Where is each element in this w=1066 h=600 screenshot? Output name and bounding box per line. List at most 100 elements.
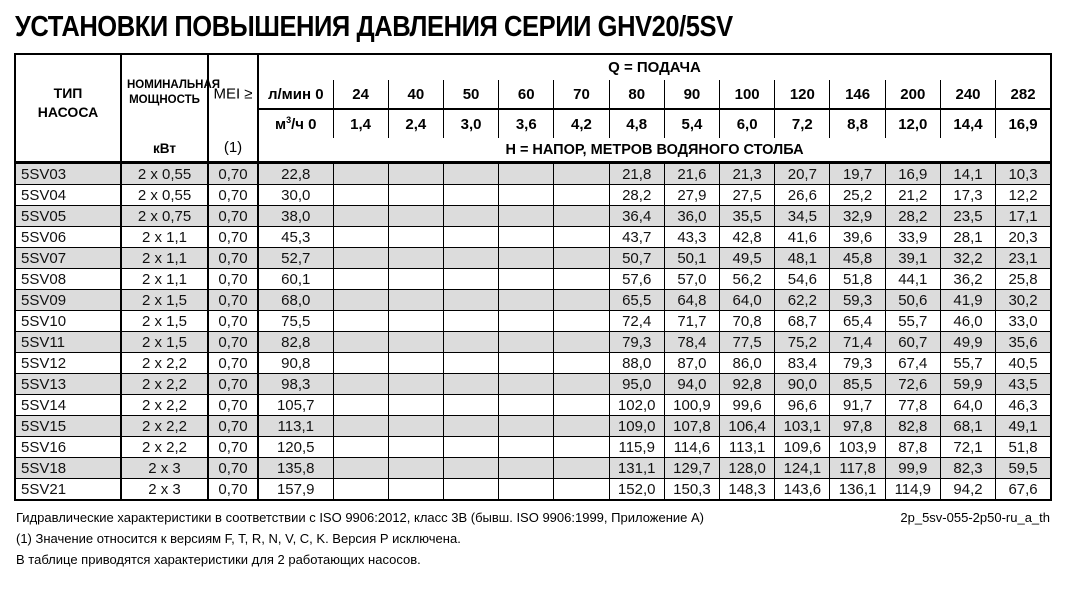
- head-value-cell: 82,8: [884, 415, 941, 437]
- head-value-cell: 28,2: [884, 205, 941, 227]
- pump-model-cell: 5SV03: [15, 162, 122, 185]
- col-header-pump-type: ТИП НАСОСА: [15, 54, 122, 164]
- flow-m3h-cell: 4,2: [553, 109, 610, 138]
- flow-m3h-cell: 3,6: [498, 109, 554, 138]
- pump-model-cell: 5SV09: [15, 289, 122, 311]
- head-value-cell: 90,0: [774, 373, 830, 395]
- pump-model-cell: 5SV10: [15, 310, 122, 332]
- head-value-cell: [553, 184, 610, 206]
- head-value-cell: 124,1: [774, 457, 830, 479]
- flow-lmin-cell: 80: [608, 80, 665, 110]
- head-value-cell: 50,7: [608, 247, 665, 269]
- flow-lmin-cell: 100: [719, 80, 775, 110]
- head-value-cell: 10,3: [995, 162, 1051, 185]
- pump-model-cell: 5SV21: [15, 478, 122, 501]
- head-value-cell: 25,8: [995, 268, 1051, 290]
- table-row: 5SV09 2 x 1,5 0,70 68,0 65,5 64,8 64,0 62,2 59,3…: [15, 289, 1051, 311]
- head-value-cell: 115,9: [608, 436, 665, 458]
- head-value-cell: [498, 373, 554, 395]
- head-value-cell: 19,7: [829, 162, 886, 185]
- head-value-cell: 157,9: [258, 478, 333, 501]
- head-value-cell: [553, 289, 610, 311]
- flow-lmin-cell: 240: [939, 80, 996, 110]
- head-value-cell: [332, 205, 389, 227]
- head-value-cell: [387, 352, 444, 374]
- head-value-cell: [553, 247, 610, 269]
- mei-cell: 0,70: [208, 205, 259, 227]
- pump-model-cell: 5SV18: [15, 457, 122, 479]
- head-value-cell: 49,9: [939, 331, 996, 353]
- head-value-cell: 72,4: [608, 310, 665, 332]
- head-value-cell: 117,8: [829, 457, 886, 479]
- head-value-cell: [332, 247, 389, 269]
- head-value-cell: [387, 184, 444, 206]
- table-header: ТИП НАСОСА НОМИНАЛЬНАЯ МОЩНОСТЬ кВт MEI …: [15, 54, 1051, 164]
- head-value-cell: 77,8: [884, 394, 941, 416]
- head-value-cell: 83,4: [774, 352, 830, 374]
- mei-cell: 0,70: [208, 415, 259, 437]
- head-value-cell: [553, 373, 610, 395]
- head-value-cell: 27,9: [663, 184, 720, 206]
- table-row: 5SV14 2 x 2,2 0,70 105,7 102,0 100,9 99,6 96,6 9…: [15, 394, 1051, 416]
- footnote-versions: (1) Значение относится к версиям F, T, R…: [16, 531, 461, 546]
- head-value-cell: 87,8: [884, 436, 941, 458]
- head-value-cell: 41,6: [774, 226, 830, 248]
- head-value-cell: 59,9: [939, 373, 996, 395]
- mei-cell: 0,70: [208, 162, 259, 185]
- head-value-cell: [553, 310, 610, 332]
- head-value-cell: 27,5: [719, 184, 775, 206]
- head-value-cell: [553, 268, 610, 290]
- head-value-cell: 55,7: [884, 310, 941, 332]
- head-value-cell: 42,8: [719, 226, 775, 248]
- table-row: 5SV06 2 x 1,1 0,70 45,3 43,7 43,3 42,8 41,6 39,6…: [15, 226, 1051, 248]
- datasheet-page: УСТАНОВКИ ПОВЫШЕНИЯ ДАВЛЕНИЯ СЕРИИ GHV20…: [0, 8, 1066, 600]
- head-value-cell: 52,7: [258, 247, 333, 269]
- head-value-cell: 82,3: [939, 457, 996, 479]
- flow-m3h-cell: 3,0: [442, 109, 499, 138]
- head-value-cell: [387, 457, 444, 479]
- table-row: 5SV05 2 x 0,75 0,70 38,0 36,4 36,0 35,5 34,5 32,…: [15, 205, 1051, 227]
- head-value-cell: 43,5: [995, 373, 1051, 395]
- head-value-cell: 57,0: [663, 268, 720, 290]
- head-value-cell: 48,1: [774, 247, 830, 269]
- head-value-cell: 109,0: [608, 415, 665, 437]
- head-value-cell: [498, 162, 554, 185]
- head-value-cell: [442, 415, 499, 437]
- head-value-cell: 75,2: [774, 331, 830, 353]
- head-value-cell: 49,1: [995, 415, 1051, 437]
- head-value-cell: 113,1: [258, 415, 333, 437]
- head-value-cell: [387, 205, 444, 227]
- head-value-cell: 36,4: [608, 205, 665, 227]
- head-value-cell: 109,6: [774, 436, 830, 458]
- mei-cell: 0,70: [208, 457, 259, 479]
- footnote-hydraulic-standard: Гидравлические характеристики в соответс…: [16, 510, 704, 525]
- head-value-cell: [332, 289, 389, 311]
- head-value-cell: [498, 415, 554, 437]
- flow-m3h-row: м3/ч 0 1,4 2,4 3,0 3,6 4,2 4,8 5,4 6,0 7,2 8,8 12,…: [15, 109, 1051, 138]
- mei-cell: 0,70: [208, 184, 259, 206]
- pump-model-cell: 5SV07: [15, 247, 122, 269]
- head-value-cell: 26,6: [774, 184, 830, 206]
- table-row: 5SV21 2 x 3 0,70 157,9 152,0 150,3 148,3 143,6 1…: [15, 478, 1051, 501]
- pump-type-label-line2: НАСОСА: [37, 103, 99, 120]
- mei-cell: 0,70: [208, 394, 259, 416]
- head-value-cell: 99,6: [719, 394, 775, 416]
- pump-model-cell: 5SV15: [15, 415, 122, 437]
- head-value-cell: 30,0: [258, 184, 333, 206]
- head-value-cell: [332, 352, 389, 374]
- power-cell: 2 x 0,75: [121, 205, 209, 227]
- head-value-cell: [387, 415, 444, 437]
- head-value-cell: 86,0: [719, 352, 775, 374]
- flow-unit-m3h: м3/ч 0: [274, 115, 317, 133]
- head-value-cell: [498, 184, 554, 206]
- flow-m3h-cell: 5,4: [663, 109, 720, 138]
- head-value-cell: [332, 415, 389, 437]
- power-cell: 2 x 2,2: [121, 394, 209, 416]
- head-value-cell: [332, 478, 389, 501]
- table-row: 5SV08 2 x 1,1 0,70 60,1 57,6 57,0 56,2 54,6 51,8…: [15, 268, 1051, 290]
- head-value-cell: [442, 394, 499, 416]
- head-value-cell: [332, 394, 389, 416]
- head-value-cell: [442, 373, 499, 395]
- head-value-cell: [387, 289, 444, 311]
- head-value-cell: 12,2: [995, 184, 1051, 206]
